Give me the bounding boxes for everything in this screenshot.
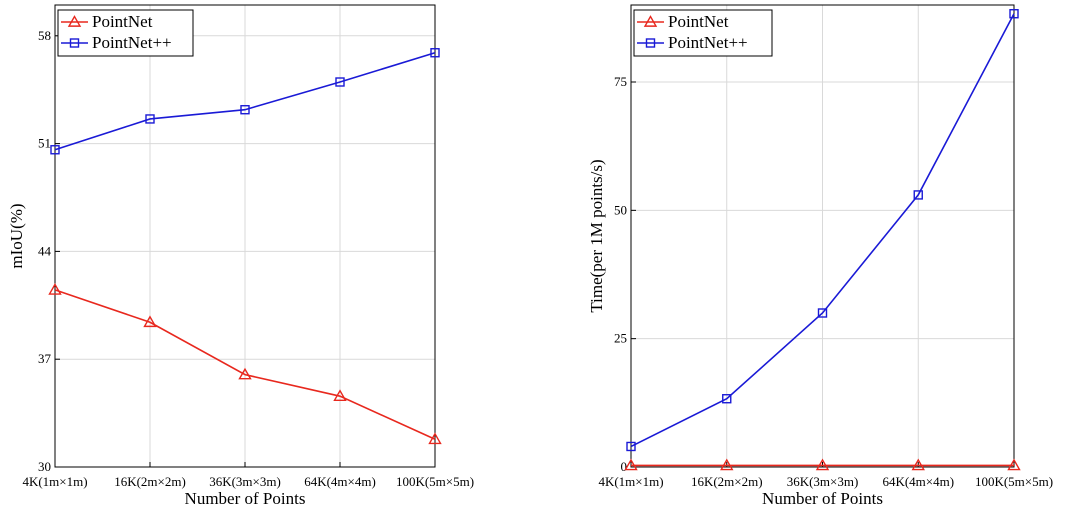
legend: PointNet PointNet++ (633, 9, 773, 57)
x-axis-label: Number of Points (762, 489, 883, 508)
data-point-pointnetplusplus (240, 105, 250, 115)
data-point-pointnet (333, 389, 347, 401)
legend: PointNet PointNet++ (57, 9, 194, 57)
data-point-pointnet (720, 458, 734, 471)
x-tick-label: 36K(3m×3m) (787, 474, 859, 489)
y-tick-label: 58 (38, 28, 51, 43)
x-tick-label: 64K(4m×4m) (304, 474, 376, 489)
y-tick-label: 30 (38, 459, 51, 474)
y-tick-label: 50 (614, 202, 627, 217)
y-tick-label: 0 (621, 459, 628, 474)
y-tick-label: 75 (614, 74, 627, 89)
legend-label-pointnet: PointNet (668, 12, 729, 31)
legend-label-pointnetplusplus: PointNet++ (668, 33, 748, 52)
data-point-pointnetplusplus (50, 145, 60, 155)
data-point-pointnetplusplus (817, 308, 828, 318)
legend-marker-pointnet (67, 15, 82, 27)
time-chart: 0 25 50 75 4K(1m×1m) 16K(2m×2m) 36K(3m×3m) 64K(… (587, 4, 1053, 508)
data-point-pointnet (1007, 458, 1021, 471)
legend-label-pointnetplusplus: PointNet++ (92, 33, 172, 52)
legend-box (633, 9, 773, 57)
x-tick-label: 4K(1m×1m) (22, 474, 87, 489)
data-point-pointnetplusplus (626, 441, 636, 452)
x-tick-label: 16K(2m×2m) (114, 474, 186, 489)
x-tick-label: 64K(4m×4m) (882, 474, 954, 489)
series-line-pointnet (54, 289, 436, 441)
x-tick-label: 16K(2m×2m) (691, 474, 763, 489)
x-tick-label: 100K(5m×5m) (396, 474, 474, 489)
data-point-pointnet (428, 432, 442, 445)
data-point-pointnet (143, 315, 157, 328)
series-line-pointnetplusplus (54, 51, 436, 151)
data-point-pointnet (624, 458, 638, 471)
x-tick-label: 4K(1m×1m) (598, 474, 663, 489)
data-point-pointnet (911, 458, 925, 471)
data-point-pointnetplusplus (335, 77, 345, 87)
y-tick-label: 25 (614, 331, 627, 346)
data-point-pointnetplusplus (1009, 9, 1019, 19)
x-tick-label: 36K(3m×3m) (209, 474, 281, 489)
miou-chart: 30 37 44 51 58 4K(1m×1m) 16K(2m×2m) 36K(3m×3m) 6… (7, 4, 474, 508)
x-axis-label: Number of Points (185, 489, 306, 508)
data-point-pointnet (48, 282, 62, 295)
y-tick-label: 37 (38, 351, 52, 366)
data-point-pointnet (238, 367, 252, 380)
data-point-pointnetplusplus (145, 114, 155, 124)
data-point-pointnetplusplus (430, 48, 440, 58)
data-point-pointnet (815, 458, 830, 471)
x-tick-label: 100K(5m×5m) (975, 474, 1053, 489)
legend-marker-pointnetplusplus (69, 38, 80, 48)
legend-box (57, 9, 194, 57)
data-point-pointnetplusplus (722, 394, 732, 404)
legend-marker-pointnetplusplus (645, 38, 656, 48)
series-line-pointnetplusplus (630, 13, 1015, 448)
data-point-pointnetplusplus (913, 190, 923, 200)
y-tick-label: 44 (38, 243, 52, 258)
y-tick-label: 51 (38, 136, 51, 151)
y-axis-label: Time(per 1M points/s) (587, 159, 606, 312)
y-axis-label: mIoU(%) (7, 203, 26, 268)
legend-marker-pointnet (643, 15, 658, 27)
legend-label-pointnet: PointNet (92, 12, 153, 31)
